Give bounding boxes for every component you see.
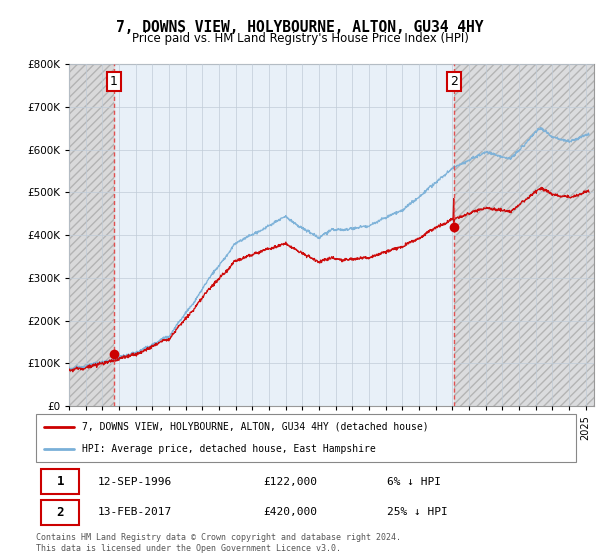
Text: 1: 1 (110, 75, 118, 88)
Bar (454, 64, 594, 406)
Text: 13-FEB-2017: 13-FEB-2017 (98, 507, 172, 517)
Text: HPI: Average price, detached house, East Hampshire: HPI: Average price, detached house, East… (82, 444, 376, 454)
Text: £420,000: £420,000 (263, 507, 317, 517)
Text: 1: 1 (56, 475, 64, 488)
FancyBboxPatch shape (36, 414, 576, 462)
Bar (69, 64, 114, 406)
FancyBboxPatch shape (41, 469, 79, 494)
Text: 2: 2 (56, 506, 64, 519)
Text: 7, DOWNS VIEW, HOLYBOURNE, ALTON, GU34 4HY: 7, DOWNS VIEW, HOLYBOURNE, ALTON, GU34 4… (116, 20, 484, 35)
Bar (69, 64, 114, 406)
Text: 7, DOWNS VIEW, HOLYBOURNE, ALTON, GU34 4HY (detached house): 7, DOWNS VIEW, HOLYBOURNE, ALTON, GU34 4… (82, 422, 428, 432)
Text: Price paid vs. HM Land Registry's House Price Index (HPI): Price paid vs. HM Land Registry's House … (131, 32, 469, 45)
Text: Contains HM Land Registry data © Crown copyright and database right 2024.
This d: Contains HM Land Registry data © Crown c… (36, 533, 401, 553)
Text: 6% ↓ HPI: 6% ↓ HPI (387, 477, 441, 487)
FancyBboxPatch shape (41, 500, 79, 525)
Text: 2: 2 (450, 75, 458, 88)
Text: 25% ↓ HPI: 25% ↓ HPI (387, 507, 448, 517)
Text: 12-SEP-1996: 12-SEP-1996 (98, 477, 172, 487)
Text: £122,000: £122,000 (263, 477, 317, 487)
